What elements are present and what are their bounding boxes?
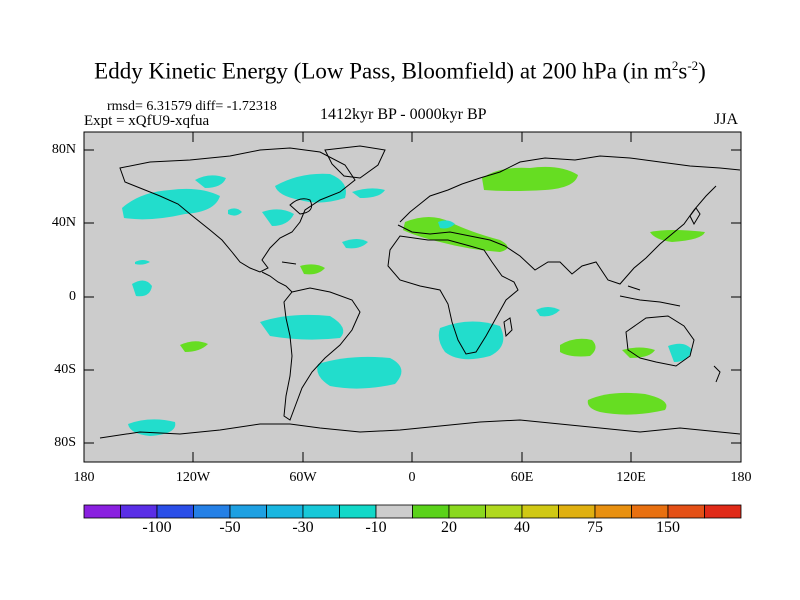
lat-label-0: 0 <box>69 289 76 304</box>
season-label: JJA <box>714 111 739 128</box>
colorbar-label: 150 <box>656 519 680 536</box>
lon-label-60w: 60W <box>289 470 317 485</box>
colorbar-swatch <box>375 504 413 519</box>
colorbar-swatch <box>266 504 304 519</box>
lon-label-60e: 60E <box>510 470 534 485</box>
lon-label-180e: 180 <box>730 470 752 485</box>
lon-label-120e: 120E <box>616 470 646 485</box>
stats-text: rmsd= 6.31579 diff= -1.72318 <box>107 99 277 114</box>
colorbar-label: -30 <box>292 519 314 536</box>
lon-label-120w: 120W <box>175 470 211 485</box>
negative-anomalies <box>122 173 692 436</box>
lat-label-40n: 40N <box>51 215 76 230</box>
colorbar-swatch <box>302 504 340 519</box>
colorbar-swatch <box>339 504 377 519</box>
colorbar-swatch <box>83 504 121 519</box>
experiment-label: Expt = xQfU9-xqfua <box>84 113 210 129</box>
colorbar-label: -100 <box>142 519 172 536</box>
lon-ticks <box>192 132 632 462</box>
colorbar-swatch <box>631 504 669 519</box>
chart-title: Eddy Kinetic Energy (Low Pass, Bloomfiel… <box>94 58 706 84</box>
lon-label-0: 0 <box>408 470 416 485</box>
colorbar-swatch <box>229 504 267 519</box>
colorbar-swatch <box>412 504 450 519</box>
colorbar-label: 40 <box>514 519 530 536</box>
lat-ticks <box>84 149 741 444</box>
colorbar <box>83 504 742 519</box>
colorbar-swatch <box>193 504 231 519</box>
colorbar-swatch <box>558 504 596 519</box>
colorbar-swatch <box>594 504 632 519</box>
colorbar-label: 20 <box>441 519 457 536</box>
lon-label-180w: 180 <box>73 470 95 485</box>
colorbar-swatch <box>521 504 559 519</box>
colorbar-label: 75 <box>587 519 603 536</box>
colorbar-swatch <box>156 504 194 519</box>
colorbar-label: -10 <box>365 519 387 536</box>
colorbar-swatch <box>448 504 486 519</box>
lat-label-80n: 80N <box>51 142 76 157</box>
colorbar-swatch <box>120 504 158 519</box>
coastlines <box>99 145 741 439</box>
colorbar-label: -50 <box>219 519 241 536</box>
positive-anomalies <box>180 166 705 415</box>
colorbar-swatch <box>704 504 742 519</box>
colorbar-swatch <box>667 504 705 519</box>
period-label: 1412kyr BP - 0000kyr BP <box>320 106 487 123</box>
lat-label-80s: 80S <box>54 435 76 450</box>
lat-label-40s: 40S <box>54 362 76 377</box>
colorbar-swatch <box>485 504 523 519</box>
